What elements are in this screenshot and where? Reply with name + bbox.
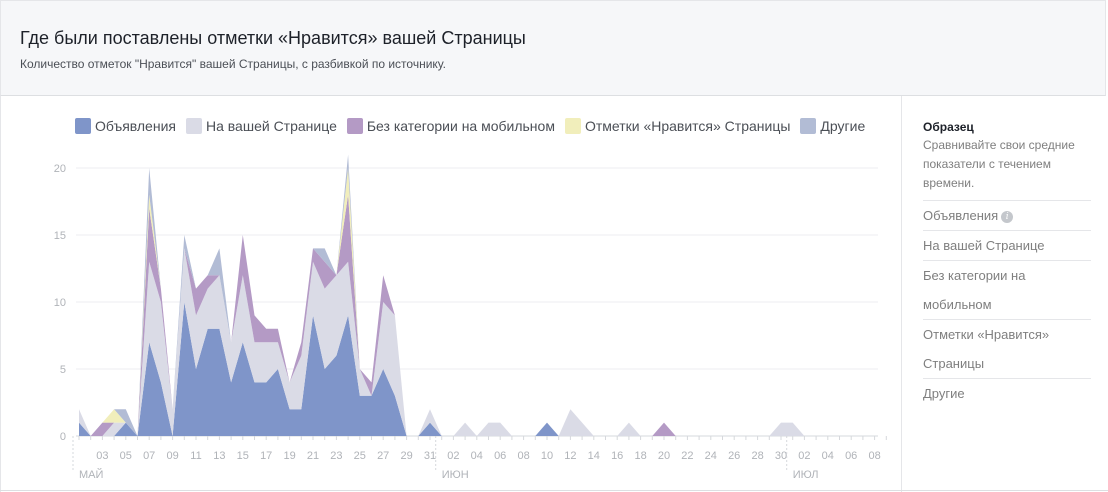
legend-item-mobile[interactable]: Без категории на мобильном [346,118,555,134]
x-tick-label: 08 [517,450,529,462]
x-tick-label: 11 [190,450,201,462]
x-tick-label: 12 [564,450,576,462]
legend-label-other: Другие [820,118,866,134]
x-tick-label: 19 [283,450,295,462]
x-tick-label: 30 [775,450,787,462]
page-subtitle: Количество отметок "Нравится" вашей Стра… [20,57,446,71]
x-tick-label: 31 [424,450,436,462]
sidebar-title: Образец [923,120,974,134]
legend-item-other[interactable]: Другие [800,118,865,134]
x-tick-label: 21 [307,450,319,462]
insights-header: Где были поставлены отметки «Нравится» в… [0,0,1106,96]
legend-swatch-mobile [346,118,363,134]
y-tick-label: 0 [60,431,66,443]
x-tick-label: 02 [447,450,459,462]
bottom-divider [0,490,1108,491]
legend-swatch-ads [75,118,91,134]
legend-label-page: На вашей Странице [205,118,337,134]
month-label: ИЮЛ [793,469,819,481]
y-tick-label: 20 [54,163,66,175]
legend-item-page-likes[interactable]: Отметки «Нравится» Страницы [564,118,791,134]
x-tick-label: 16 [611,450,623,462]
legend-swatch-page [185,118,202,134]
x-tick-label: 28 [751,450,763,462]
chart-areas [79,154,887,436]
y-tick-label: 15 [54,230,66,242]
sidebar-item-mobile[interactable]: Без категории на мобильном [923,261,1091,320]
sidebar-description: Сравнивайте свои средние показатели с те… [923,136,1091,201]
x-tick-label: 20 [658,450,670,462]
sidebar-item-other[interactable]: Другие [923,386,965,401]
month-label: МАЙ [79,468,103,481]
x-tick-label: 09 [166,450,178,462]
x-tick-label: 22 [681,450,693,462]
page-title: Где были поставлены отметки «Нравится» в… [20,28,526,48]
chart-panel [0,96,902,492]
sidebar-item-page-likes[interactable]: Отметки «Нравится» Страницы [923,320,1091,379]
x-tick-label: 06 [494,450,506,462]
x-tick-label: 14 [588,450,600,462]
legend-label-mobile: Без категории на мобильном [366,118,555,134]
x-tick-label: 25 [354,450,366,462]
x-tick-label: 05 [120,450,132,462]
sidebar-item-page[interactable]: На вашей Странице [923,231,1091,261]
x-tick-label: 02 [798,450,810,462]
x-tick-label: 03 [96,450,108,462]
x-tick-label: 04 [471,450,483,462]
x-tick-label: 23 [330,450,342,462]
chart-legend: Объявления На вашей Странице Без категор… [75,117,875,135]
x-tick-label: 06 [845,450,857,462]
benchmark-sidebar: Образец Сравнивайте свои средние показат… [923,110,1091,408]
x-tick-label: 17 [260,450,272,462]
chart-y-axis: 0 5 10 15 20 [54,163,66,443]
sidebar-item-ads-label: Объявления [923,208,999,223]
y-tick-label: 10 [54,297,66,309]
chart-x-axis: 03 05 07 09 11 13 15 17 19 21 23 25 27 29 31 02 04 06 08 10… [72,436,887,481]
x-tick-label: 07 [143,450,155,462]
legend-swatch-page-likes [564,118,581,134]
area-series[interactable] [79,302,887,436]
x-tick-label: 24 [705,450,717,462]
sidebar-item-ads[interactable]: Объявления i [923,201,1091,231]
x-tick-label: 04 [822,450,834,462]
x-tick-label: 15 [237,450,249,462]
x-tick-label: 08 [868,450,880,462]
month-label: ИЮН [442,469,469,481]
y-tick-label: 5 [60,364,66,376]
x-tick-label: 29 [400,450,412,462]
x-tick-label: 27 [377,450,389,462]
info-icon[interactable]: i [1001,210,1014,223]
x-tick-label: 10 [541,450,553,462]
x-tick-label: 26 [728,450,740,462]
x-tick-label: 13 [213,450,225,462]
legend-item-ads[interactable]: Объявления [75,118,176,134]
area-series[interactable] [79,248,887,436]
x-tick-label: 18 [634,450,646,462]
legend-label-ads: Объявления [95,118,176,134]
legend-swatch-other [800,118,817,134]
legend-item-page[interactable]: На вашей Странице [185,118,337,134]
legend-label-page-likes: Отметки «Нравится» Страницы [584,118,791,134]
